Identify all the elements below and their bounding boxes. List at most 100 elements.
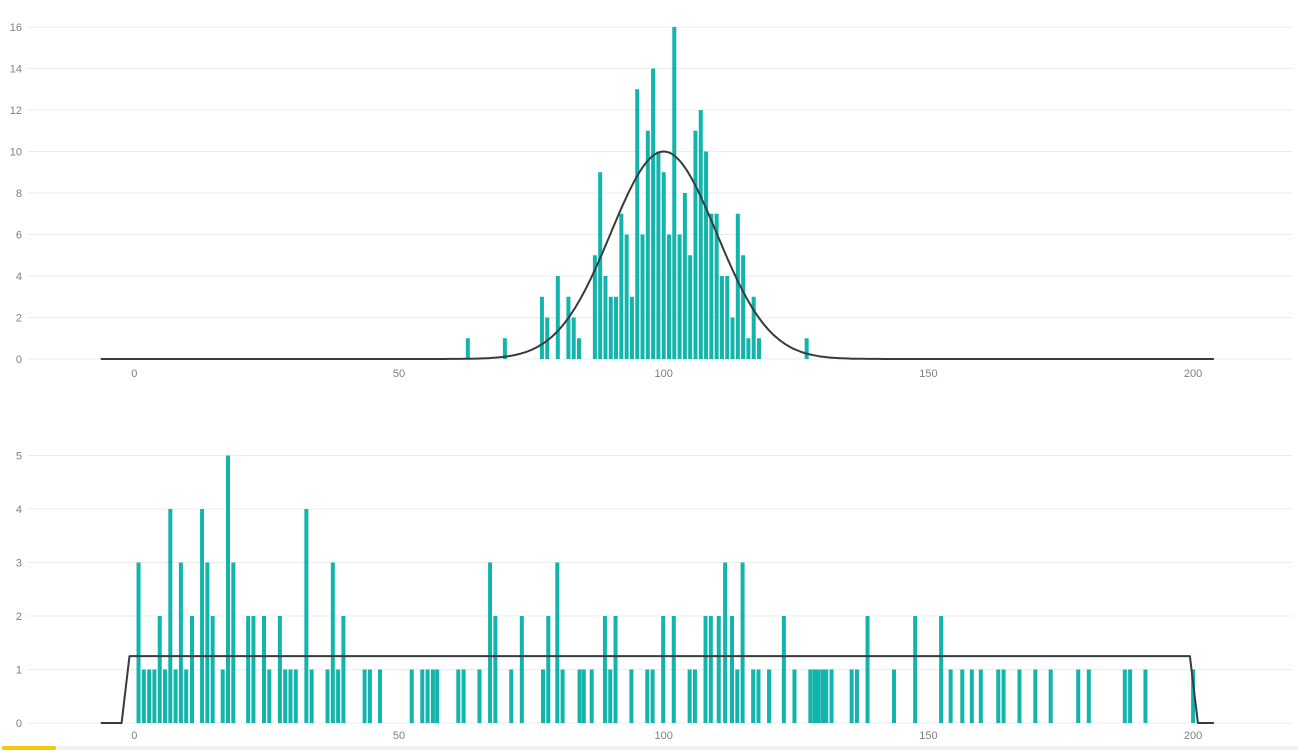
histogram-bar[interactable]	[325, 669, 330, 724]
histogram-bar[interactable]	[692, 669, 697, 724]
histogram-bar[interactable]	[420, 669, 425, 724]
histogram-bar[interactable]	[367, 669, 372, 724]
histogram-bar[interactable]	[677, 234, 682, 360]
histogram-bar[interactable]	[262, 616, 267, 723]
histogram-bar[interactable]	[708, 616, 713, 723]
histogram-bar[interactable]	[804, 338, 809, 359]
histogram-bar[interactable]	[603, 276, 608, 359]
histogram-bar[interactable]	[709, 213, 714, 359]
horizontal-scrollbar-thumb[interactable]	[2, 746, 56, 750]
histogram-bar[interactable]	[751, 296, 756, 359]
histogram-bar[interactable]	[589, 669, 594, 724]
histogram-bar[interactable]	[456, 669, 461, 724]
histogram-bar[interactable]	[539, 296, 544, 359]
histogram-bar[interactable]	[703, 616, 708, 723]
histogram-bar[interactable]	[477, 669, 482, 724]
histogram-bar[interactable]	[824, 669, 829, 724]
histogram-bar[interactable]	[629, 296, 634, 359]
histogram-bar[interactable]	[425, 669, 430, 724]
histogram-bar[interactable]	[629, 669, 634, 724]
histogram-bar[interactable]	[330, 562, 335, 724]
histogram-bar[interactable]	[571, 317, 576, 360]
histogram-bar[interactable]	[1076, 669, 1081, 724]
histogram-bar[interactable]	[671, 616, 676, 723]
histogram-bar[interactable]	[581, 669, 586, 724]
histogram-bar[interactable]	[781, 616, 786, 723]
histogram-bar[interactable]	[619, 213, 624, 359]
histogram-bar[interactable]	[577, 669, 582, 724]
histogram-bar[interactable]	[735, 213, 740, 359]
histogram-bar[interactable]	[309, 669, 314, 724]
histogram-bar[interactable]	[608, 296, 613, 359]
histogram-bar[interactable]	[546, 616, 551, 723]
histogram-bar[interactable]	[613, 616, 618, 723]
histogram-bar[interactable]	[698, 110, 703, 359]
histogram-bar[interactable]	[969, 669, 974, 724]
histogram-bar[interactable]	[277, 616, 282, 723]
histogram-bar[interactable]	[519, 616, 524, 723]
histogram-bar[interactable]	[540, 669, 545, 724]
histogram-bar[interactable]	[816, 669, 821, 724]
histogram-bar[interactable]	[461, 669, 466, 724]
histogram-bar[interactable]	[555, 276, 560, 359]
histogram-bar[interactable]	[509, 669, 514, 724]
histogram-bar[interactable]	[729, 616, 734, 723]
histogram-bar[interactable]	[560, 669, 565, 724]
histogram-bar[interactable]	[200, 509, 205, 723]
histogram-bar[interactable]	[205, 562, 210, 724]
histogram-bar[interactable]	[592, 255, 597, 359]
histogram-bar[interactable]	[865, 616, 870, 723]
histogram-bar[interactable]	[730, 317, 735, 360]
histogram-bar[interactable]	[746, 338, 751, 359]
histogram-bar[interactable]	[226, 455, 231, 724]
histogram-bar[interactable]	[635, 89, 640, 359]
histogram-bar[interactable]	[939, 616, 944, 723]
histogram-bar[interactable]	[493, 616, 498, 723]
histogram-bar[interactable]	[246, 616, 251, 723]
histogram-bar[interactable]	[435, 669, 440, 724]
histogram-bar[interactable]	[157, 616, 162, 723]
histogram-bar[interactable]	[688, 255, 693, 359]
histogram-bar[interactable]	[751, 669, 756, 724]
histogram-bar[interactable]	[502, 338, 507, 359]
histogram-bar[interactable]	[740, 562, 745, 724]
histogram-bar[interactable]	[767, 669, 772, 724]
histogram-bar[interactable]	[545, 317, 550, 360]
histogram-bar[interactable]	[1122, 669, 1127, 724]
histogram-bar[interactable]	[336, 669, 341, 724]
histogram-bar[interactable]	[714, 213, 719, 359]
histogram-bar[interactable]	[996, 669, 1001, 724]
histogram-bar[interactable]	[598, 172, 603, 359]
histogram-bar[interactable]	[430, 669, 435, 724]
histogram-bar[interactable]	[741, 255, 746, 359]
histogram-bar[interactable]	[829, 669, 834, 724]
histogram-bar[interactable]	[666, 234, 671, 360]
histogram-bar[interactable]	[948, 669, 953, 724]
horizontal-scrollbar-track[interactable]	[2, 746, 1298, 750]
histogram-bar[interactable]	[812, 669, 817, 724]
histogram-bar[interactable]	[672, 27, 677, 359]
histogram-bar[interactable]	[656, 151, 661, 360]
histogram-bar[interactable]	[651, 68, 656, 360]
histogram-bar[interactable]	[608, 669, 613, 724]
histogram-bar[interactable]	[891, 669, 896, 724]
histogram-bar[interactable]	[650, 669, 655, 724]
histogram-bar[interactable]	[267, 669, 272, 724]
histogram-bar[interactable]	[849, 669, 854, 724]
histogram-bar[interactable]	[661, 172, 666, 359]
histogram-bar[interactable]	[1017, 669, 1022, 724]
histogram-bar[interactable]	[141, 669, 146, 724]
histogram-bar[interactable]	[555, 562, 560, 724]
histogram-bar[interactable]	[820, 669, 825, 724]
histogram-bar[interactable]	[854, 669, 859, 724]
histogram-bar[interactable]	[1128, 669, 1133, 724]
histogram-bar[interactable]	[808, 669, 813, 724]
histogram-bar[interactable]	[566, 296, 571, 359]
histogram-bar[interactable]	[220, 669, 225, 724]
histogram-bar[interactable]	[288, 669, 293, 724]
histogram-bar[interactable]	[756, 669, 761, 724]
histogram-bar[interactable]	[735, 669, 740, 724]
histogram-bar[interactable]	[792, 669, 797, 724]
histogram-bar[interactable]	[693, 130, 698, 359]
histogram-bar[interactable]	[645, 130, 650, 359]
